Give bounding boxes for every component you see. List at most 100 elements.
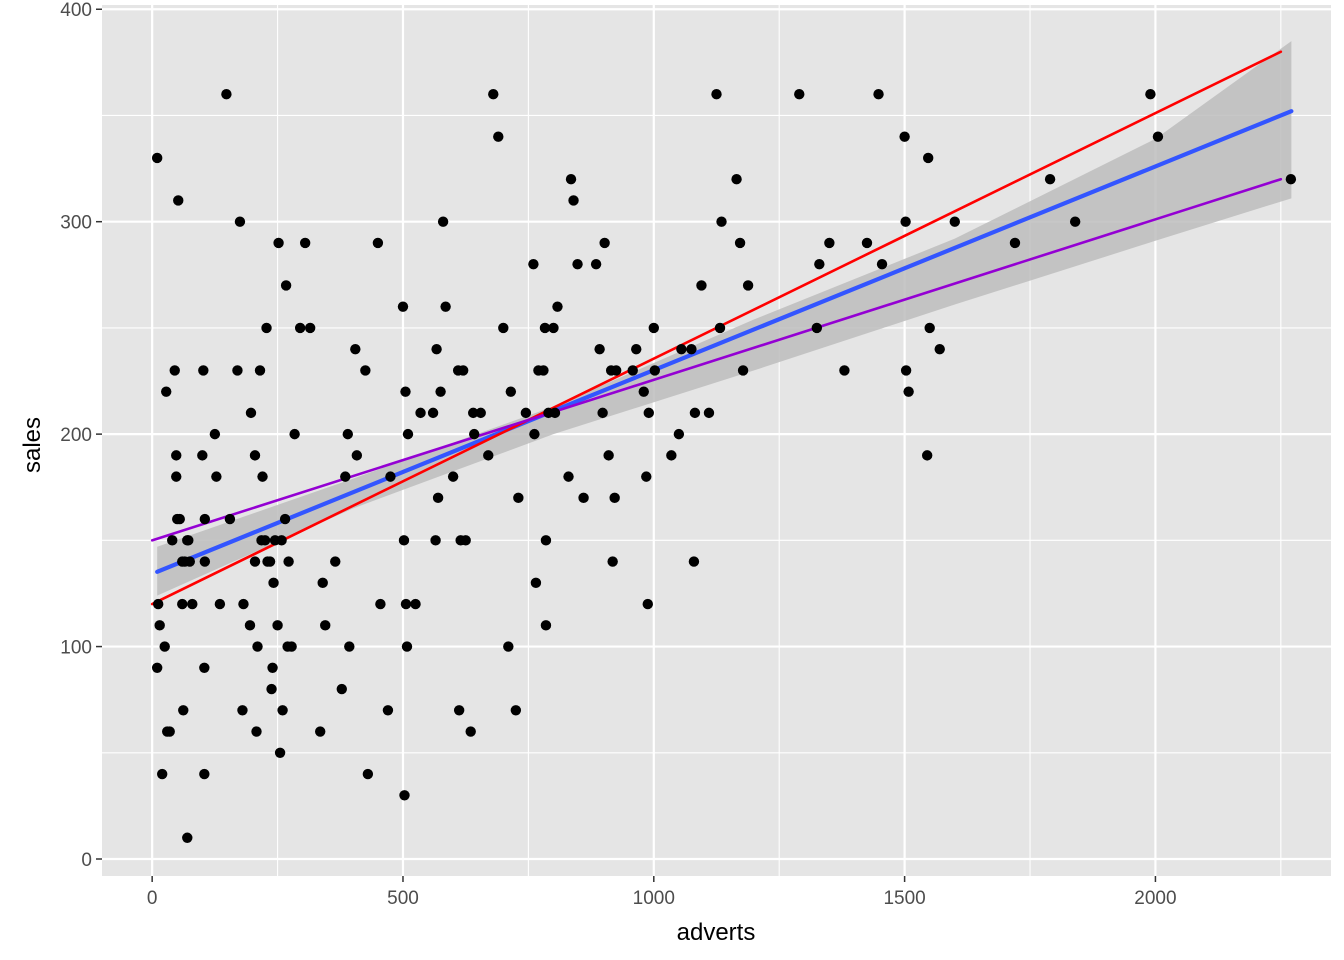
data-point [861, 237, 873, 249]
data-point [924, 322, 935, 334]
data-point [385, 471, 396, 482]
data-point [237, 705, 248, 716]
data-point [876, 258, 888, 270]
data-point [447, 471, 459, 482]
data-point [539, 322, 551, 334]
data-point [410, 598, 421, 610]
data-point [289, 428, 300, 440]
data-point [666, 450, 677, 461]
data-point [631, 343, 642, 355]
data-point [686, 343, 697, 355]
data-point [317, 577, 328, 589]
data-point [1044, 174, 1056, 185]
data-point [261, 322, 272, 334]
data-point [811, 322, 823, 334]
data-point [171, 471, 182, 482]
y-tick-label: 400 [60, 0, 92, 21]
data-point [568, 195, 579, 206]
data-point [184, 556, 195, 567]
data-point [696, 280, 707, 291]
minor-gridlines [102, 5, 1331, 876]
data-point [375, 598, 386, 610]
data-point [742, 280, 754, 291]
data-point [360, 365, 371, 376]
data-point [475, 407, 486, 419]
data-point [272, 620, 283, 631]
data-point [342, 428, 353, 440]
plot-panel [102, 5, 1331, 876]
data-point [703, 407, 715, 419]
data-point [1145, 89, 1156, 100]
data-points [151, 89, 1297, 843]
data-point [232, 365, 243, 376]
data-point [714, 322, 726, 334]
data-point [182, 832, 193, 843]
data-point [528, 258, 539, 270]
data-point [949, 216, 960, 227]
data-point [264, 556, 276, 567]
data-point [435, 386, 446, 397]
data-point [171, 450, 182, 461]
data-point [627, 365, 638, 376]
x-axis: 0 500 1000 1500 2000 [147, 876, 1177, 909]
data-point [688, 556, 700, 567]
data-point [211, 471, 222, 482]
data-point [538, 365, 549, 376]
data-point [294, 322, 306, 334]
data-point [400, 598, 412, 610]
data-point [488, 89, 499, 100]
data-point [344, 641, 355, 652]
data-point [362, 768, 374, 780]
data-point [578, 492, 589, 504]
x-tick-label: 2000 [1134, 888, 1176, 909]
y-tick-label: 300 [60, 213, 92, 234]
data-point [187, 598, 198, 610]
data-point [340, 471, 351, 482]
data-point [529, 428, 540, 440]
purple-line [150, 177, 1283, 542]
y-tick-label: 100 [60, 638, 92, 659]
data-point [460, 535, 471, 546]
data-point [565, 174, 577, 185]
data-point [199, 556, 211, 567]
data-point [610, 365, 622, 376]
y-tick-label: 0 [81, 850, 92, 871]
data-point [402, 428, 414, 440]
data-point [415, 407, 426, 419]
data-point [238, 598, 249, 610]
data-point [572, 258, 583, 270]
data-point [183, 535, 194, 546]
data-point [900, 365, 912, 376]
data-point [249, 556, 261, 567]
data-point [649, 365, 660, 376]
data-point [498, 322, 509, 334]
x-tick-label: 1500 [883, 888, 925, 909]
data-point [399, 790, 410, 801]
data-point [676, 343, 687, 355]
data-point [711, 89, 722, 100]
data-point [563, 471, 574, 482]
data-point [921, 450, 933, 461]
data-point [174, 513, 185, 525]
data-point [267, 662, 278, 674]
y-axis: 0 100 200 300 400 [60, 0, 102, 871]
data-point [199, 513, 211, 525]
data-point [437, 216, 449, 227]
data-point [900, 216, 911, 227]
data-point [824, 237, 835, 249]
data-point [530, 577, 542, 589]
data-point [427, 407, 439, 419]
data-point [431, 343, 442, 355]
data-point [597, 407, 608, 419]
data-point [503, 641, 514, 652]
data-point [199, 768, 210, 780]
data-point [453, 705, 465, 716]
data-point [151, 662, 163, 674]
data-point [273, 237, 284, 249]
data-point [440, 301, 451, 312]
x-axis-title: adverts [677, 919, 756, 946]
data-point [286, 641, 297, 652]
data-point [689, 407, 701, 419]
data-point [493, 131, 504, 142]
data-point [279, 513, 291, 525]
